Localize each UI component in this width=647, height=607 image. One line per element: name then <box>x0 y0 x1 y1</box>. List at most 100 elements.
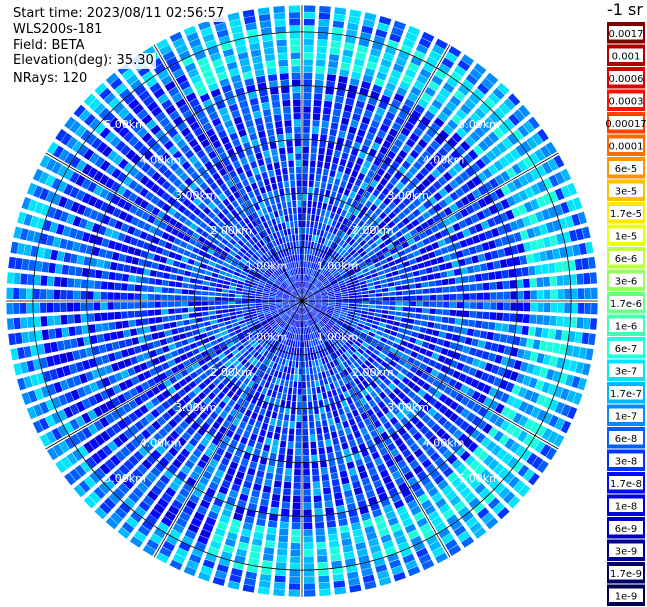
ppi-gate <box>212 534 224 544</box>
ppi-gate <box>264 313 272 317</box>
ppi-gate <box>188 213 197 222</box>
ppi-gate <box>519 255 528 265</box>
ppi-gate <box>39 155 51 168</box>
ppi-gate <box>176 231 185 240</box>
ppi-gate <box>40 385 51 398</box>
ppi-gate <box>285 289 292 294</box>
ppi-gate <box>357 220 365 228</box>
ppi-gate <box>180 465 191 475</box>
ppi-gate <box>354 58 365 67</box>
ppi-gate <box>282 273 288 280</box>
ppi-gate <box>129 204 139 215</box>
ppi-gate <box>115 321 123 330</box>
ppi-gate <box>356 258 364 264</box>
ppi-gate <box>406 252 415 260</box>
ppi-gate <box>320 460 328 468</box>
ppi-gate <box>370 473 380 483</box>
ppi-gate <box>269 266 275 273</box>
ppi-gate <box>232 322 239 327</box>
ppi-gate <box>339 371 345 379</box>
ppi-gate <box>301 301 302 308</box>
ppi-gate <box>421 372 430 381</box>
ppi-gate <box>382 263 390 270</box>
ppi-gate <box>251 220 258 228</box>
ppi-gate <box>193 80 205 91</box>
ppi-gate <box>478 450 489 462</box>
ppi-gate <box>202 387 211 396</box>
ppi-gate <box>76 159 87 172</box>
ppi-gate <box>318 337 323 344</box>
ppi-gate <box>302 294 304 301</box>
ppi-gate <box>382 292 389 297</box>
ppi-gate <box>181 56 194 67</box>
ppi-gate <box>251 374 258 382</box>
ppi-gate <box>96 141 108 154</box>
ppi-gate <box>114 311 122 320</box>
ppi-gate <box>192 448 202 458</box>
ppi-gate <box>293 306 298 312</box>
ppi-gate <box>303 307 305 314</box>
ppi-gate <box>257 249 264 256</box>
ppi-gate <box>96 259 105 268</box>
ppi-gate <box>335 422 343 431</box>
ppi-gate <box>226 126 236 135</box>
ppi-gate <box>195 110 206 120</box>
ppi-gate <box>309 262 313 269</box>
ppi-gate <box>235 166 244 175</box>
ppi-gate <box>506 409 517 421</box>
ppi-gate <box>239 323 247 328</box>
ppi-gate <box>295 448 301 456</box>
ppi-gate <box>456 231 465 240</box>
ppi-gate <box>296 347 300 355</box>
ppi-gate <box>305 320 308 328</box>
ppi-gate <box>230 282 237 287</box>
ppi-gate <box>554 171 566 185</box>
ppi-gate <box>201 230 209 238</box>
ppi-gate <box>279 286 285 291</box>
ppi-gate <box>118 126 130 138</box>
ppi-gate <box>254 173 262 182</box>
ppi-gate <box>281 313 287 319</box>
ppi-gate <box>267 344 273 352</box>
ppi-gate <box>235 223 243 231</box>
ppi-gate <box>488 477 501 490</box>
ppi-gate <box>52 145 64 158</box>
ppi-gate <box>205 75 217 86</box>
ppi-gate <box>30 374 40 387</box>
ppi-gate <box>416 301 423 307</box>
ppi-gate <box>171 228 180 236</box>
ppi-gate <box>251 358 259 366</box>
ppi-gate <box>303 563 315 570</box>
ppi-gate <box>388 464 399 474</box>
ppi-gate <box>251 282 258 287</box>
ppi-gate <box>451 114 463 125</box>
ppi-gate <box>349 249 357 256</box>
ppi-gate <box>239 535 250 544</box>
ppi-gate <box>128 98 140 110</box>
ppi-gate <box>572 244 581 256</box>
ppi-gate <box>276 419 283 427</box>
ppi-gate <box>199 63 212 73</box>
ppi-gate <box>500 406 511 418</box>
ppi-gate <box>511 384 521 396</box>
ppi-gate <box>316 338 321 345</box>
ppi-gate <box>203 275 211 281</box>
ppi-gate <box>366 531 378 541</box>
ppi-gate <box>357 172 366 181</box>
ppi-gate <box>235 304 242 308</box>
ppi-gate <box>465 204 475 215</box>
ppi-gate <box>589 272 598 284</box>
ppi-gate <box>402 386 411 395</box>
ppi-gate <box>239 187 247 196</box>
ppi-gate <box>211 475 222 485</box>
ppi-gate <box>348 205 355 214</box>
ppi-gate <box>325 370 331 378</box>
ppi-gate <box>66 452 78 466</box>
ppi-gate <box>192 144 202 154</box>
ppi-gate <box>387 150 396 160</box>
ppi-gate <box>436 256 445 264</box>
ppi-gate <box>293 327 297 334</box>
ppi-gate <box>324 94 334 102</box>
ppi-gate <box>168 308 175 315</box>
ppi-gate <box>199 221 208 230</box>
